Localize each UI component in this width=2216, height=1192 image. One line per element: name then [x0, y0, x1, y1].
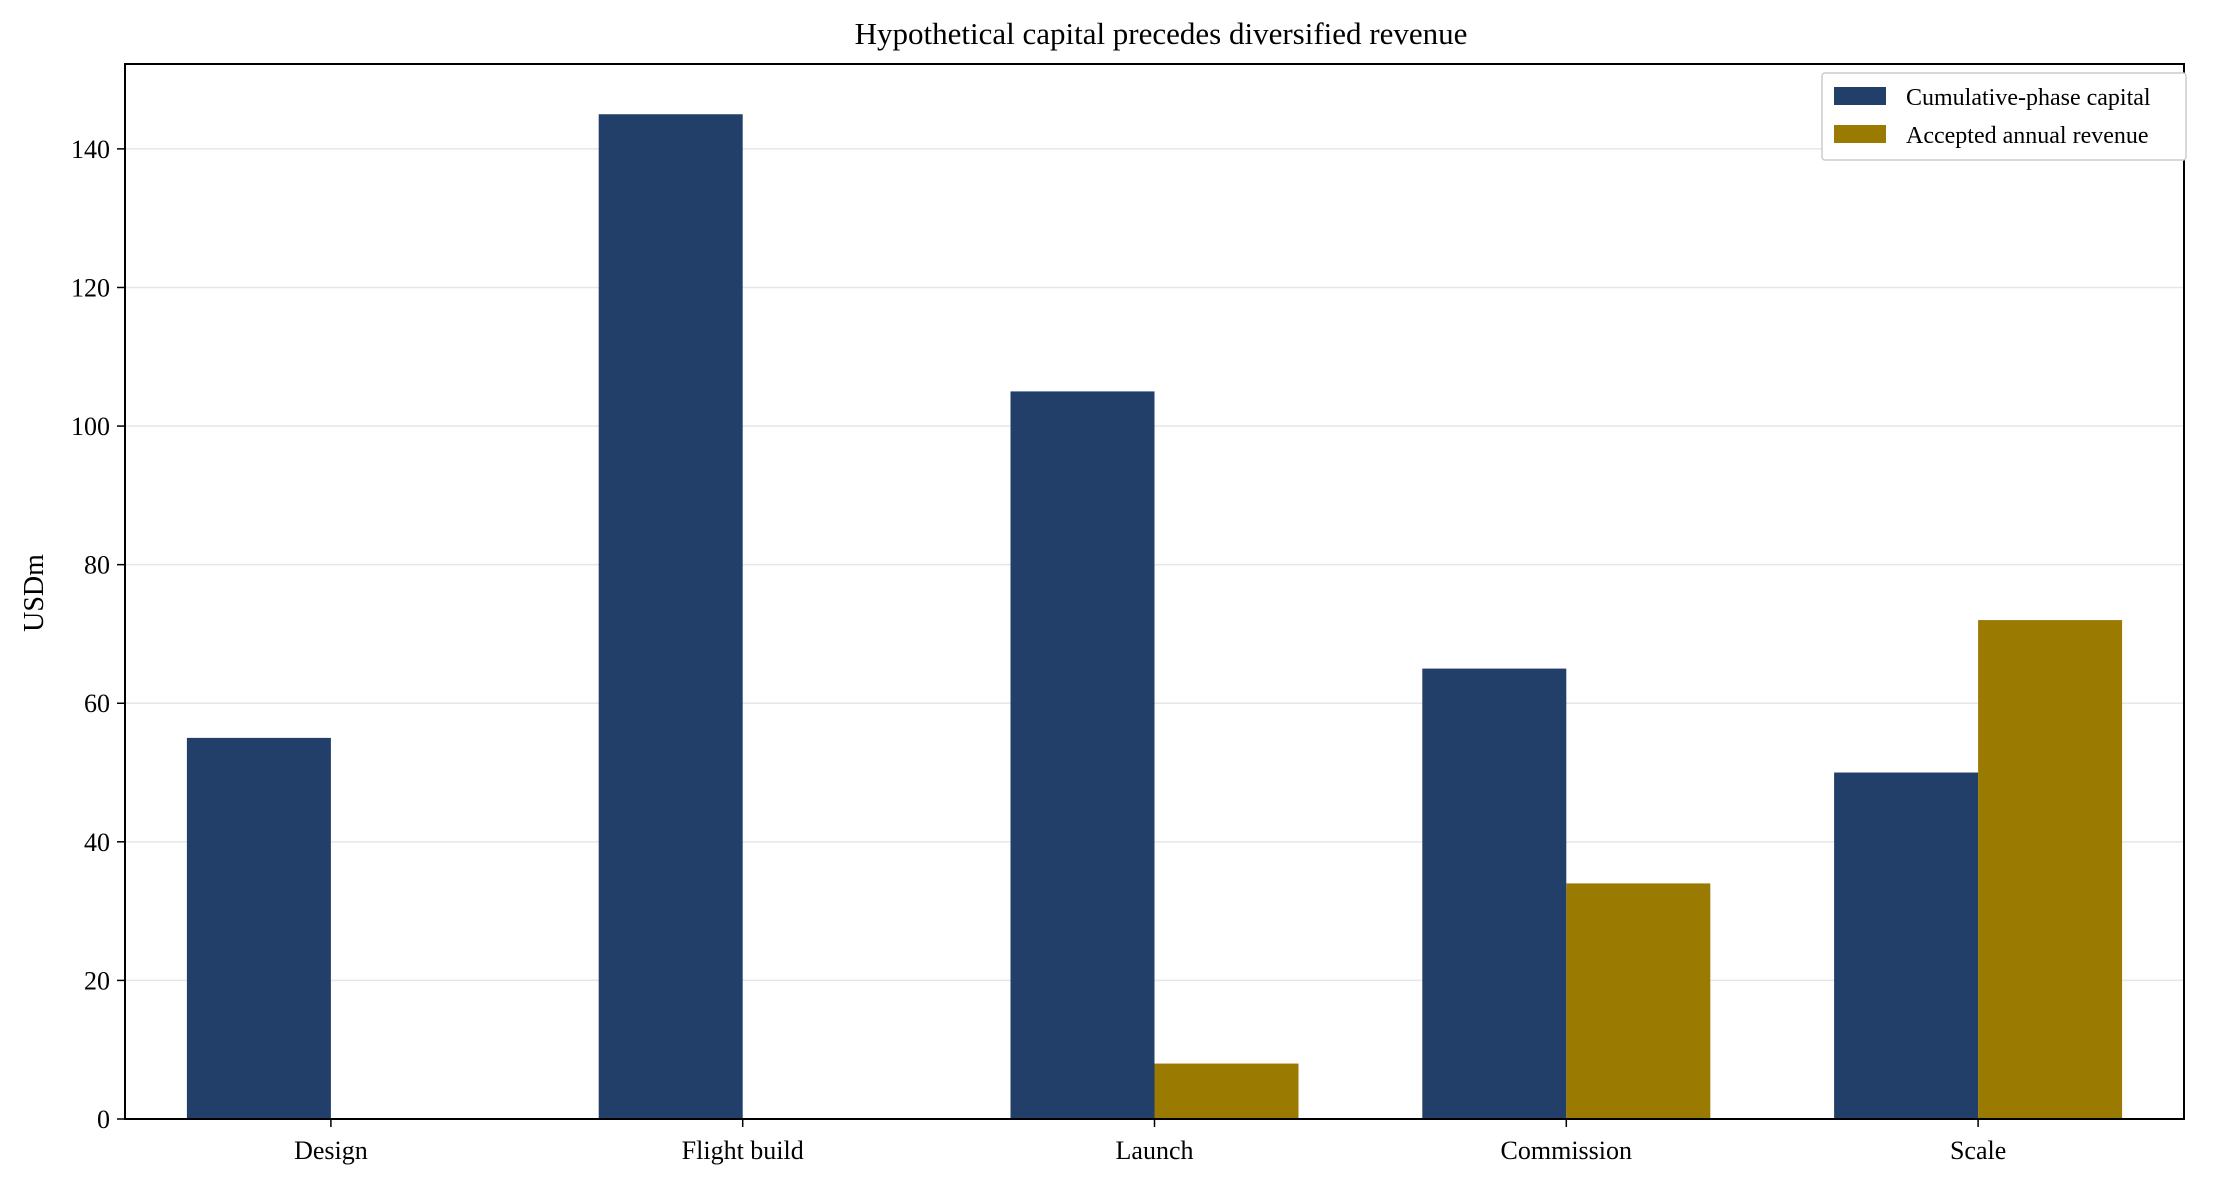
capital-bar: [1834, 772, 1979, 1119]
legend-swatch-capital: [1834, 87, 1886, 105]
revenue-bar: [1978, 620, 2123, 1119]
y-tick-label: 20: [84, 966, 110, 995]
axes: [117, 63, 2185, 1127]
chart-title: Hypothetical capital precedes diversifie…: [855, 16, 1468, 51]
y-tick-label: 100: [71, 412, 110, 441]
capital-bar: [598, 114, 743, 1119]
capital-bar: [186, 737, 331, 1119]
revenue-bar: [1154, 1063, 1299, 1119]
tick-labels: 0 20 40 60 80 100 120 140 Design Flight build Laun…: [71, 135, 2006, 1165]
legend-label-revenue: Accepted annual revenue: [1906, 123, 2149, 149]
x-tick-label: Design: [294, 1136, 368, 1165]
y-axis-label: USDm: [19, 554, 50, 632]
plot-frame: [124, 63, 2185, 1120]
x-tick-label: Launch: [1116, 1136, 1194, 1165]
x-tick-label: Flight build: [682, 1136, 804, 1165]
y-tick-label: 120: [71, 273, 110, 302]
bars: [186, 114, 2123, 1119]
capital-bar: [1422, 668, 1567, 1119]
y-tick-label: 140: [71, 135, 110, 164]
y-tick-label: 60: [84, 689, 110, 718]
revenue-bar: [1566, 883, 1711, 1119]
y-tick-label: 80: [84, 551, 110, 580]
legend-swatch-revenue: [1834, 125, 1886, 143]
legend-label-capital: Cumulative-phase capital: [1906, 85, 2151, 111]
x-tick-label: Scale: [1950, 1136, 2006, 1165]
y-tick-label: 0: [97, 1105, 110, 1134]
legend-frame: [1821, 72, 2187, 161]
y-tick-label: 40: [84, 828, 110, 857]
legend: Cumulative-phase capital Accepted annual…: [1821, 72, 2187, 161]
x-tick-label: Commission: [1501, 1136, 1632, 1165]
capital-bar: [1010, 391, 1155, 1119]
